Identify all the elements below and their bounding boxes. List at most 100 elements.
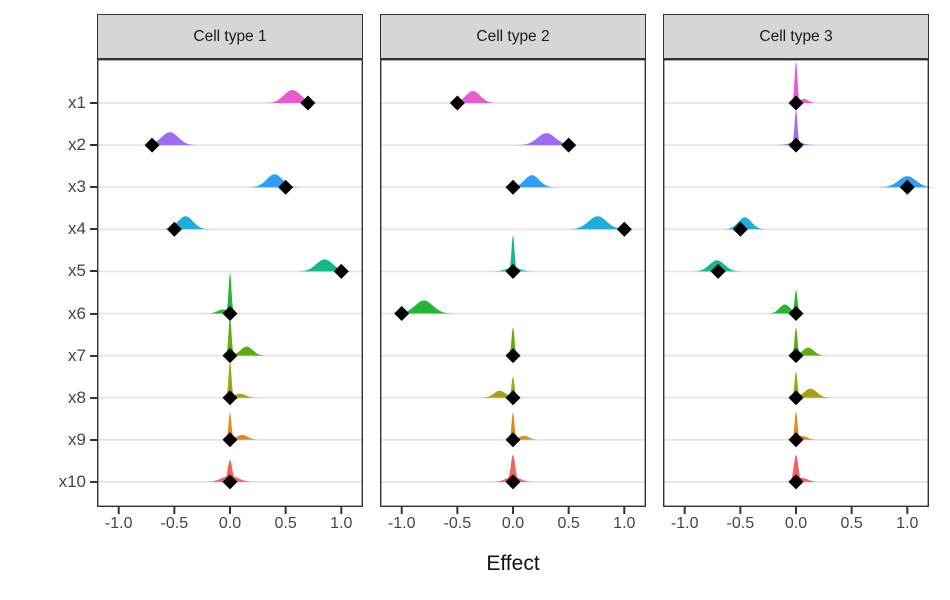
density-x10: [222, 459, 238, 482]
diamond-marker-x9: [505, 432, 521, 448]
diamond-marker-x6: [394, 306, 410, 321]
density-x8: [791, 371, 801, 398]
y-tick: [90, 312, 97, 315]
facet-strip-2: Cell type 2: [380, 14, 646, 59]
y-tick-label-x6: x6: [68, 303, 86, 323]
diamond-marker-x8: [788, 390, 804, 406]
density-x7: [225, 316, 235, 356]
facet-panel-3: [662, 58, 936, 514]
diamond-marker-x4: [616, 221, 632, 237]
diamond-marker-x8: [222, 390, 238, 406]
x-tick-label: 0.0: [501, 515, 525, 532]
diamond-marker-x10: [222, 474, 238, 490]
x-tick-label: 0.5: [274, 515, 297, 532]
diamond-marker-x1: [300, 95, 316, 111]
density-x8: [225, 361, 235, 398]
panel-border: [379, 58, 647, 508]
y-tick: [90, 102, 97, 104]
diamond-marker-x4: [166, 221, 182, 237]
density-x2: [143, 132, 197, 146]
diamond-marker-x1: [788, 95, 804, 111]
y-tick: [90, 438, 97, 441]
diamond-marker-x6: [788, 306, 804, 321]
y-tick-label-x4: x4: [68, 219, 86, 239]
diamond-marker-x9: [222, 432, 238, 448]
panel-border: [96, 58, 364, 508]
density-x7: [791, 327, 801, 356]
density-x10: [505, 454, 521, 482]
diamond-marker-x5: [333, 263, 349, 279]
diamond-marker-x3: [505, 179, 521, 195]
density-x9: [508, 412, 518, 440]
density-x1: [791, 62, 801, 103]
y-tick: [90, 396, 97, 399]
density-x6: [395, 300, 453, 314]
y-tick: [90, 186, 97, 189]
diamond-marker-x2: [561, 137, 577, 153]
facet-strip-3: Cell type 3: [663, 14, 929, 59]
x-tick-label: -0.5: [160, 515, 189, 532]
diamond-marker-x7: [788, 348, 804, 364]
y-tick-label-x7: x7: [68, 345, 86, 365]
y-tick: [90, 270, 97, 273]
x-tick-label: 0.0: [784, 515, 808, 532]
density-x4: [723, 217, 767, 230]
facet-panel-2: [379, 58, 647, 514]
density-x9: [225, 412, 235, 440]
density-x9: [791, 411, 801, 440]
facet-strip-label-3: Cell type 3: [759, 27, 833, 45]
diamond-marker-x3: [278, 179, 294, 195]
x-tick-label: -0.5: [726, 515, 755, 532]
x-tick-label: 1.0: [330, 515, 353, 532]
x-tick-label: -0.5: [443, 515, 472, 532]
density-x10: [788, 454, 804, 482]
x-tick-label: 0.0: [218, 515, 242, 532]
diamond-marker-x3: [899, 179, 915, 195]
x-tick-label: 0.5: [557, 515, 580, 532]
x-axis-title: Effect: [486, 552, 540, 575]
diamond-marker-x7: [222, 348, 238, 364]
diamond-marker-x9: [788, 432, 804, 448]
diamond-marker-x2: [144, 137, 160, 153]
y-tick-label-x3: x3: [68, 177, 86, 197]
y-tick-label-x10: x10: [58, 471, 86, 491]
density-x3: [249, 174, 300, 188]
y-tick-label-x9: x9: [68, 429, 86, 449]
y-tick: [90, 480, 97, 483]
x-tick-label: -1.0: [104, 515, 133, 532]
facet-strip-1: Cell type 1: [97, 14, 363, 59]
x-tick-label: -1.0: [670, 515, 699, 532]
density-x4: [568, 216, 627, 230]
diamond-marker-x4: [732, 221, 748, 237]
facet-strip-label-2: Cell type 2: [476, 27, 550, 45]
y-tick: [90, 228, 97, 231]
facet-strip-label-1: Cell type 1: [193, 27, 267, 45]
diamond-marker-x7: [505, 348, 521, 364]
density-x7: [227, 346, 267, 356]
diamond-marker-x8: [505, 390, 521, 406]
diamond-marker-x5: [505, 263, 521, 279]
y-tick-label-x8: x8: [68, 387, 86, 407]
density-x4: [161, 216, 210, 230]
y-tick-label-x1: x1: [68, 93, 86, 112]
diamond-marker-x2: [788, 137, 804, 153]
diamond-marker-x1: [449, 95, 465, 111]
y-tick: [90, 144, 97, 147]
x-tick-label: 0.5: [840, 515, 863, 532]
density-x7: [508, 327, 518, 356]
diamond-marker-x6: [222, 306, 238, 321]
y-tick-label-x2: x2: [68, 135, 86, 155]
x-tick-label: 1.0: [613, 515, 636, 532]
density-x3: [508, 175, 556, 188]
density-x5: [508, 235, 518, 272]
facet-panel-1: [96, 58, 364, 514]
diamond-marker-x10: [505, 474, 521, 490]
y-tick-label-x5: x5: [68, 261, 86, 281]
density-x6: [791, 290, 801, 314]
density-x8: [508, 376, 518, 398]
x-tick-label: 1.0: [896, 515, 919, 532]
panel-border: [662, 58, 930, 508]
density-x2: [517, 133, 575, 146]
y-tick: [90, 354, 97, 357]
